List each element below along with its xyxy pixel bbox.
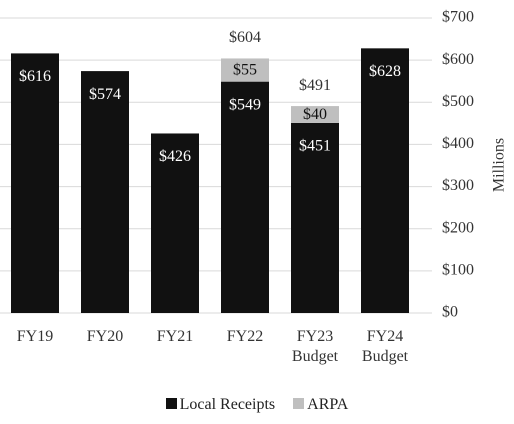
legend-label: ARPA xyxy=(307,396,349,413)
data-label: $40 xyxy=(303,106,327,123)
legend-swatch xyxy=(293,398,305,409)
data-label: $549 xyxy=(229,96,261,113)
y-tick-label: $500 xyxy=(442,93,474,110)
data-label: $55 xyxy=(233,62,257,79)
y-tick-label: $0 xyxy=(442,304,458,321)
x-tick-label: FY24 Budget xyxy=(361,328,409,365)
x-tick-label: FY22 xyxy=(226,328,264,345)
data-label: $616 xyxy=(19,68,51,85)
x-tick-label: FY23 Budget xyxy=(291,328,339,365)
data-label: $451 xyxy=(299,138,331,155)
y-tick-label: $100 xyxy=(442,262,474,279)
data-label: $628 xyxy=(369,63,401,80)
bar-segment xyxy=(221,81,269,313)
total-label: $604 xyxy=(229,29,261,46)
data-label: $426 xyxy=(159,148,191,165)
legend: Local Receipts ARPA xyxy=(0,396,514,414)
x-tick-label: FY19 xyxy=(16,328,54,345)
bar-segment xyxy=(11,53,59,314)
y-tick-label: $300 xyxy=(442,177,474,194)
legend-label: Local Receipts xyxy=(179,396,276,413)
bar-segment xyxy=(291,122,339,313)
total-label: $491 xyxy=(299,77,331,94)
y-tick-label: $400 xyxy=(442,135,474,152)
y-tick-label: $600 xyxy=(442,51,474,68)
y-tick-label: $700 xyxy=(442,9,474,26)
legend-item: ARPA xyxy=(293,396,348,414)
x-tick-label: FY21 xyxy=(156,328,194,345)
bar-segment xyxy=(81,71,129,313)
bar-segment xyxy=(151,133,199,313)
y-axis-title: Millions xyxy=(491,138,508,192)
bar-segment xyxy=(361,48,409,313)
legend-item: Local Receipts xyxy=(165,396,276,414)
x-tick-label: FY20 xyxy=(86,328,124,345)
data-label: $574 xyxy=(89,86,121,103)
bar-segment xyxy=(291,106,339,123)
legend-swatch xyxy=(165,398,177,409)
y-tick-label: $200 xyxy=(442,219,474,236)
bar-segment xyxy=(221,58,269,82)
